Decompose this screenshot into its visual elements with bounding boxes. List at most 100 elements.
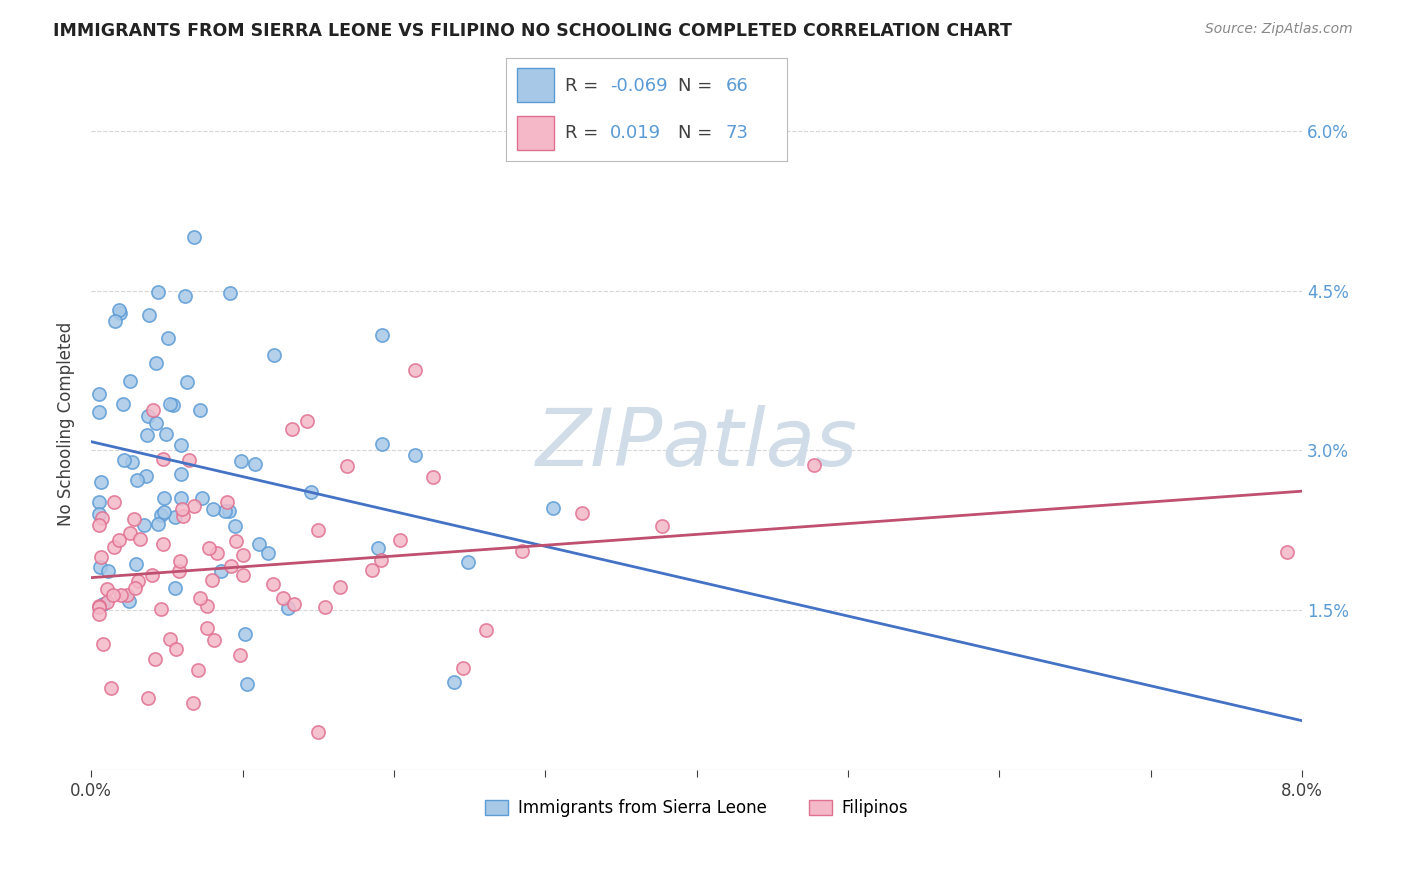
- Point: [307, 725, 329, 739]
- Point: [651, 518, 673, 533]
- Point: [510, 543, 533, 558]
- Text: -0.069: -0.069: [610, 77, 668, 95]
- Point: [170, 467, 193, 482]
- Point: [475, 623, 498, 637]
- Point: [91, 637, 114, 651]
- Point: [283, 597, 305, 611]
- Point: [236, 676, 259, 690]
- Point: [257, 546, 280, 560]
- Point: [103, 588, 125, 602]
- FancyBboxPatch shape: [517, 69, 554, 102]
- Point: [143, 652, 166, 666]
- Point: [155, 427, 177, 442]
- Point: [172, 502, 194, 516]
- Point: [263, 348, 285, 362]
- Point: [207, 546, 229, 560]
- Point: [152, 537, 174, 551]
- Point: [142, 403, 165, 417]
- Point: [247, 537, 270, 551]
- Point: [162, 398, 184, 412]
- Point: [150, 508, 173, 522]
- Point: [262, 576, 284, 591]
- Point: [404, 362, 426, 376]
- Point: [228, 648, 250, 662]
- Point: [233, 627, 256, 641]
- Point: [169, 554, 191, 568]
- Point: [136, 690, 159, 705]
- Text: IMMIGRANTS FROM SIERRA LEONE VS FILIPINO NO SCHOOLING COMPLETED CORRELATION CHAR: IMMIGRANTS FROM SIERRA LEONE VS FILIPINO…: [53, 22, 1012, 40]
- Point: [219, 286, 242, 301]
- Point: [170, 491, 193, 505]
- Point: [97, 564, 120, 578]
- Point: [90, 475, 112, 490]
- Point: [370, 436, 392, 450]
- Point: [87, 386, 110, 401]
- Point: [136, 409, 159, 424]
- Point: [111, 397, 134, 411]
- Point: [181, 697, 204, 711]
- Point: [183, 229, 205, 244]
- Point: [170, 438, 193, 452]
- Point: [229, 453, 252, 467]
- Text: ZIPatlas: ZIPatlas: [536, 406, 858, 483]
- Point: [138, 309, 160, 323]
- Text: R =: R =: [565, 77, 605, 95]
- Point: [136, 428, 159, 442]
- Point: [224, 518, 246, 533]
- Point: [209, 564, 232, 578]
- Point: [153, 505, 176, 519]
- Point: [87, 607, 110, 621]
- Point: [159, 397, 181, 411]
- Point: [177, 453, 200, 467]
- Point: [87, 405, 110, 419]
- Point: [232, 548, 254, 562]
- Point: [121, 455, 143, 469]
- Point: [112, 452, 135, 467]
- Point: [225, 534, 247, 549]
- Point: [122, 511, 145, 525]
- Point: [91, 597, 114, 611]
- Point: [367, 541, 389, 556]
- Point: [232, 568, 254, 582]
- Text: Source: ZipAtlas.com: Source: ZipAtlas.com: [1205, 22, 1353, 37]
- Point: [129, 532, 152, 546]
- Text: 0.019: 0.019: [610, 124, 661, 142]
- Text: N =: N =: [678, 124, 717, 142]
- Point: [329, 580, 352, 594]
- Text: 66: 66: [725, 77, 748, 95]
- Point: [183, 499, 205, 513]
- Point: [541, 501, 564, 516]
- Point: [336, 459, 359, 474]
- Point: [145, 417, 167, 431]
- Point: [87, 599, 110, 614]
- Point: [152, 452, 174, 467]
- Point: [201, 502, 224, 516]
- Point: [195, 621, 218, 635]
- Point: [165, 641, 187, 656]
- Point: [803, 458, 825, 472]
- Point: [103, 541, 125, 555]
- Point: [314, 600, 336, 615]
- Point: [87, 507, 110, 521]
- Point: [195, 599, 218, 613]
- Point: [371, 327, 394, 342]
- Point: [156, 331, 179, 345]
- Legend: Immigrants from Sierra Leone, Filipinos: Immigrants from Sierra Leone, Filipinos: [478, 793, 915, 824]
- Point: [124, 581, 146, 595]
- Point: [165, 510, 187, 524]
- Point: [457, 555, 479, 569]
- Point: [118, 526, 141, 541]
- Point: [159, 632, 181, 646]
- Point: [451, 661, 474, 675]
- Point: [146, 285, 169, 300]
- Point: [307, 523, 329, 537]
- Point: [96, 595, 118, 609]
- Point: [201, 573, 224, 587]
- Point: [87, 600, 110, 615]
- Point: [91, 510, 114, 524]
- Point: [145, 356, 167, 370]
- Point: [100, 681, 122, 696]
- Point: [115, 588, 138, 602]
- Point: [281, 422, 304, 436]
- Point: [148, 517, 170, 532]
